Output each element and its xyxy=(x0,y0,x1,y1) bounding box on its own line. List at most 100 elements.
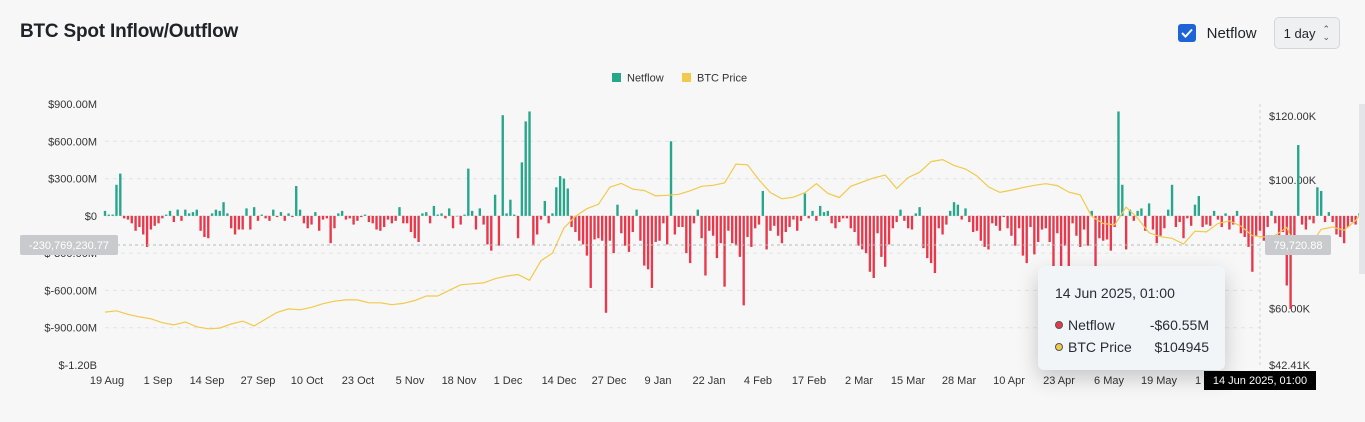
netflow-bar xyxy=(1350,215,1353,223)
netflow-bar xyxy=(539,215,543,220)
netflow-bar xyxy=(157,215,160,224)
netflow-bar xyxy=(130,215,133,224)
x-tick-label: 4 Feb xyxy=(744,375,772,387)
netflow-bar xyxy=(1017,215,1021,229)
tooltip-row-netflow: Netflow -$60.55M xyxy=(1055,317,1209,333)
x-tick-label: 1 xyxy=(1195,375,1201,387)
netflow-bar xyxy=(264,215,267,219)
interval-select[interactable]: 1 day ⌃ ⌄ xyxy=(1273,17,1340,49)
netflow-bar xyxy=(1205,215,1208,225)
netflow-bar xyxy=(880,215,883,257)
netflow-bar xyxy=(1006,215,1009,229)
netflow-bar xyxy=(1036,215,1040,242)
netflow-bar xyxy=(1163,215,1166,229)
netflow-bar xyxy=(627,215,631,252)
netflow-bar xyxy=(937,215,940,229)
netflow-bar xyxy=(493,194,497,216)
netflow-bar xyxy=(715,215,719,259)
netflow-bar xyxy=(819,205,822,216)
netflow-bar xyxy=(1228,215,1231,230)
netflow-bar xyxy=(1140,208,1143,216)
netflow-bar xyxy=(926,215,929,259)
netflow-bar xyxy=(1312,215,1315,224)
netflow-bar xyxy=(1002,215,1005,218)
netflow-bar xyxy=(807,215,810,219)
netflow-bar xyxy=(864,215,868,254)
netflow-bar xyxy=(899,209,902,216)
netflow-bar xyxy=(1063,215,1067,246)
netflow-bar xyxy=(513,214,516,216)
netflow-bar xyxy=(635,209,638,216)
netflow-bar xyxy=(203,215,206,237)
y-left-tick-label: $0 xyxy=(85,211,97,223)
tooltip-date: 14 Jun 2025, 01:00 xyxy=(1055,285,1175,301)
netflow-bar xyxy=(1270,210,1273,216)
netflow-bar xyxy=(658,215,661,241)
netflow-bar xyxy=(524,121,527,216)
netflow-bar xyxy=(497,215,501,246)
y-right-tick-label: $60.00K xyxy=(1269,304,1311,316)
netflow-bar xyxy=(486,215,489,245)
netflow-bar xyxy=(646,215,650,270)
netflow-bar xyxy=(1170,184,1174,216)
y-left-tick-label: $600.00M xyxy=(48,136,97,148)
netflow-bar xyxy=(268,215,271,221)
netflow-checkbox[interactable] xyxy=(1177,24,1196,42)
netflow-bar xyxy=(386,215,390,220)
netflow-bar xyxy=(853,215,856,233)
netflow-bar xyxy=(780,215,784,244)
netflow-bar xyxy=(773,215,776,226)
y-left-tick-label: $300.00M xyxy=(48,174,97,186)
netflow-bar xyxy=(891,215,895,229)
interval-select-value: 1 day xyxy=(1283,25,1316,41)
netflow-bar xyxy=(1033,215,1036,255)
netflow-bar xyxy=(1327,212,1331,216)
netflow-bar xyxy=(589,215,592,288)
netflow-bar xyxy=(761,191,764,216)
netflow-bar xyxy=(145,215,149,247)
netflow-bar xyxy=(1174,215,1178,228)
netflow-bar xyxy=(509,199,512,216)
netflow-bar xyxy=(570,215,573,228)
netflow-bar xyxy=(371,215,374,224)
netflow-bar xyxy=(1059,215,1063,278)
netflow-bar xyxy=(1300,215,1304,225)
netflow-bar xyxy=(1098,215,1101,239)
netflow-bar xyxy=(1254,215,1258,236)
netflow-bar xyxy=(1056,215,1059,234)
x-tick-label: 10 Oct xyxy=(291,375,323,387)
netflow-bar xyxy=(333,215,336,229)
netflow-bar xyxy=(272,209,275,216)
netflow-bar xyxy=(375,215,378,230)
x-tick-label: 14 Dec xyxy=(542,375,577,387)
netflow-bar xyxy=(314,212,317,216)
netflow-bar xyxy=(161,215,164,219)
netflow-bar xyxy=(383,215,386,228)
netflow-bar xyxy=(933,215,937,274)
netflow-checkbox-label[interactable]: Netflow xyxy=(1206,24,1257,42)
netflow-bar xyxy=(1113,215,1116,228)
netflow-bar xyxy=(409,215,413,233)
netflow-bar xyxy=(704,215,707,276)
netflow-bar xyxy=(677,215,680,228)
netflow-bar xyxy=(245,208,248,216)
netflow-bar xyxy=(1128,209,1132,216)
netflow-bar xyxy=(753,215,757,229)
scrollbar-track xyxy=(1359,104,1365,274)
netflow-bar xyxy=(608,215,612,241)
netflow-bar xyxy=(490,215,493,251)
netflow-bar xyxy=(168,210,172,216)
netflow-bar xyxy=(451,215,455,229)
netflow-bar xyxy=(1247,215,1250,247)
netflow-bar xyxy=(249,215,252,230)
netflow-bar xyxy=(115,184,118,216)
crosshair-left-label: -230,769,230.77 xyxy=(20,235,118,255)
netflow-bar xyxy=(107,214,111,216)
netflow-bar xyxy=(1155,215,1158,244)
netflow-bar xyxy=(887,215,891,245)
netflow-bar xyxy=(1201,215,1204,228)
netflow-bar xyxy=(601,215,604,241)
netflow-bar xyxy=(1235,210,1239,216)
netflow-dot-icon xyxy=(1055,321,1063,329)
